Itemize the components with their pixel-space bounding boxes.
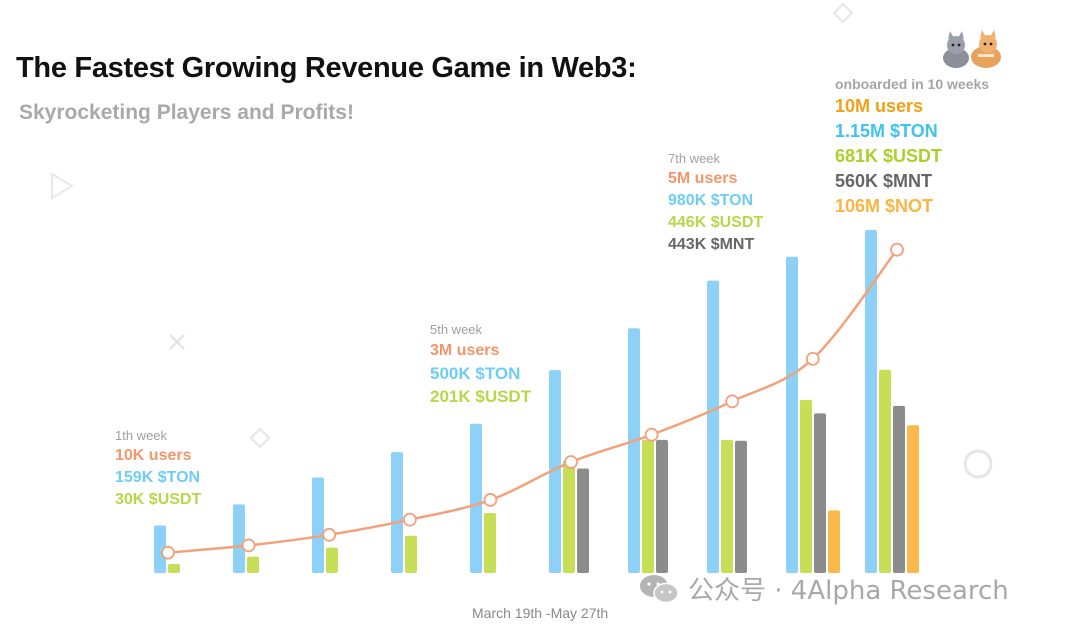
background-decorations (51, 2, 993, 479)
users-point-week8 (725, 394, 740, 409)
bar-ton-week1 (154, 525, 166, 573)
users-line-group (161, 242, 904, 560)
annotation-week1-label: 1th week (115, 428, 168, 443)
bars-group (154, 229, 919, 573)
annotation-final-usdt: 681K $USDT (835, 146, 943, 166)
bar-usdt-week6 (563, 460, 575, 573)
annotation-week7-ton: 980K $TON (668, 192, 754, 209)
bar-usdt-week2 (247, 556, 259, 573)
cats-icon (943, 30, 1001, 68)
annotation-week7-label: 7th week (668, 151, 721, 166)
annotation-final-users: 10M users (835, 96, 924, 116)
watermark-text: 公众号 · 4Alpha Research (688, 576, 1009, 606)
bar-ton-week10 (865, 229, 877, 573)
annotation-week5-users: 3M users (430, 342, 500, 359)
annotation-week7: 7th week 5M users 980K $TON 446K $USDT 4… (668, 151, 763, 256)
annotation-week1-ton: 159K $TON (115, 469, 201, 486)
page-title: The Fastest Growing Revenue Game in Web3… (16, 52, 637, 84)
bar-usdt-week10 (879, 369, 891, 573)
users-point-week3 (322, 527, 337, 542)
annotation-week7-users: 5M users (668, 170, 738, 187)
annotation-final-not: 106M $NOT (835, 196, 934, 216)
annotation-week7-usdt: 446K $USDT (668, 214, 764, 231)
ring-shape-right (963, 449, 993, 479)
users-point-week4 (402, 512, 417, 527)
annotation-final: onboarded in 10 weeks 10M users 1.15M $T… (835, 76, 989, 219)
users-point-week6 (564, 455, 578, 469)
bar-ton-week7 (628, 328, 640, 573)
bar-usdt-week4 (405, 535, 417, 573)
annotation-week5-ton: 500K $TON (430, 364, 521, 383)
annotation-week1-users: 10K users (115, 447, 192, 464)
annotation-week1: 1th week 10K users 159K $TON 30K $USDT (115, 428, 201, 511)
bar-mnt-week6 (577, 468, 589, 573)
annotation-final-ton: 1.15M $TON (835, 121, 938, 141)
bar-mnt-week7 (656, 439, 668, 573)
diamond-shape-top (832, 2, 854, 24)
bar-ton-week6 (549, 370, 561, 573)
bar-ton-week2 (233, 504, 245, 573)
diamond-shape-mid (249, 427, 271, 449)
bar-usdt-week1 (168, 564, 180, 573)
page-subtitle: Skyrocketing Players and Profits! (19, 101, 354, 124)
bar-mnt-week9 (814, 413, 826, 573)
users-point-week5 (483, 493, 498, 507)
users-point-week9 (805, 351, 820, 366)
users-point-week1 (161, 545, 175, 560)
cross-shape-left (169, 334, 185, 350)
bar-mnt-week10 (893, 405, 905, 573)
annotation-week1-usdt: 30K $USDT (115, 491, 202, 508)
users-point-week7 (644, 427, 659, 442)
annotation-final-mnt: 560K $MNT (835, 171, 933, 191)
bar-usdt-week3 (326, 547, 338, 573)
users-point-week2 (241, 538, 256, 553)
bar-usdt-week5 (484, 513, 496, 573)
users-line (167, 248, 898, 554)
bar-ton-week3 (312, 477, 324, 573)
bar-mnt-week8 (735, 440, 747, 573)
x-axis-label: March 19th -May 27th (472, 605, 609, 621)
annotation-week5: 5th week 3M users 500K $TON 201K $USDT (430, 322, 531, 408)
wechat-icon (640, 574, 679, 603)
users-point-week10 (890, 242, 904, 257)
annotation-week5-label: 5th week (430, 322, 483, 337)
annotation-week5-usdt: 201K $USDT (430, 387, 532, 406)
annotation-final-heading: onboarded in 10 weeks (835, 76, 990, 92)
annotation-week7-mnt: 443K $MNT (668, 236, 755, 253)
bar-ton-week8 (707, 280, 719, 573)
bar-usdt-week8 (721, 439, 733, 573)
bar-usdt-week9 (800, 399, 812, 573)
bar-ton-week4 (391, 452, 403, 573)
watermark: 公众号 · 4Alpha Research (638, 570, 1009, 607)
bar-usdt-week7 (642, 439, 654, 573)
bar-ton-week5 (470, 423, 482, 573)
bar-ton-week9 (786, 256, 798, 573)
bar-not-week9 (828, 510, 840, 573)
bar-not-week10 (907, 425, 919, 573)
triangle-shape-left (51, 172, 74, 200)
